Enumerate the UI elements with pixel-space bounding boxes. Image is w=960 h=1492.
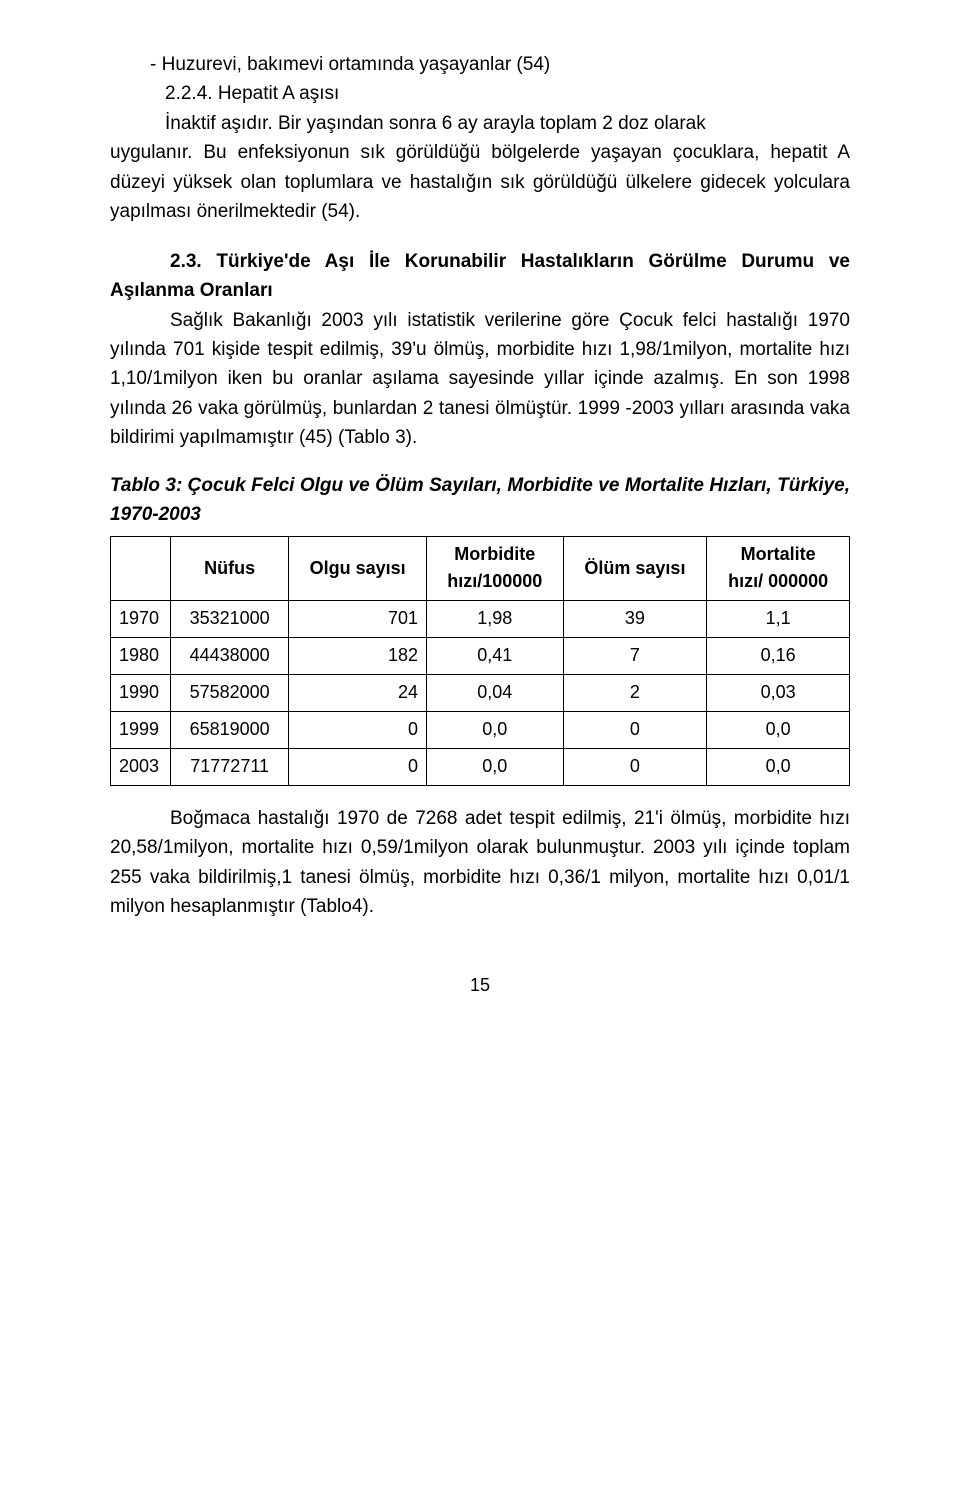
section-number: 2.3. <box>170 251 216 272</box>
cell-morb: 0,04 <box>427 675 564 712</box>
list-line-heading: 2.2.4. Hepatit A aşısı <box>165 79 850 108</box>
cell-cases: 701 <box>289 601 427 638</box>
paragraph-1: uygulanır. Bu enfeksiyonun sık görüldüğü… <box>110 138 850 226</box>
cell-deaths: 0 <box>563 748 707 785</box>
th-olgu: Olgu sayısı <box>289 536 427 601</box>
cell-year: 2003 <box>111 748 171 785</box>
list-line-1: - Huzurevi, bakımevi ortamında yaşayanla… <box>150 50 850 79</box>
cell-cases: 0 <box>289 748 427 785</box>
th-olum: Ölüm sayısı <box>563 536 707 601</box>
cell-mort: 0,0 <box>707 748 850 785</box>
table-row: 1970 35321000 701 1,98 39 1,1 <box>111 601 850 638</box>
table-header-row: Nüfus Olgu sayısı Morbidite hızı/100000 … <box>111 536 850 601</box>
cell-morb: 0,41 <box>427 638 564 675</box>
cell-deaths: 0 <box>563 712 707 749</box>
cell-morb: 1,98 <box>427 601 564 638</box>
cell-year: 1990 <box>111 675 171 712</box>
cell-year: 1970 <box>111 601 171 638</box>
cell-morb: 0,0 <box>427 748 564 785</box>
th-empty <box>111 536 171 601</box>
section-title: Türkiye'de Aşı İle Korunabilir Hastalıkl… <box>110 251 850 301</box>
cell-pop: 35321000 <box>171 601 289 638</box>
section-2-3-heading: 2.3. Türkiye'de Aşı İle Korunabilir Hast… <box>110 247 850 306</box>
cell-pop: 44438000 <box>171 638 289 675</box>
th-mortalite: Mortalite hızı/ 000000 <box>707 536 850 601</box>
cell-deaths: 2 <box>563 675 707 712</box>
cell-cases: 0 <box>289 712 427 749</box>
table-row: 1999 65819000 0 0,0 0 0,0 <box>111 712 850 749</box>
table-row: 2003 71772711 0 0,0 0 0,0 <box>111 748 850 785</box>
th-mortalite-2: hızı/ 000000 <box>728 571 828 591</box>
th-nufus: Nüfus <box>171 536 289 601</box>
cell-mort: 1,1 <box>707 601 850 638</box>
cell-deaths: 7 <box>563 638 707 675</box>
th-morbidite: Morbidite hızı/100000 <box>427 536 564 601</box>
list-line-3: İnaktif aşıdır. Bir yaşından sonra 6 ay … <box>165 109 850 138</box>
table-row: 1980 44438000 182 0,41 7 0,16 <box>111 638 850 675</box>
cell-pop: 71772711 <box>171 748 289 785</box>
cell-year: 1999 <box>111 712 171 749</box>
cell-mort: 0,03 <box>707 675 850 712</box>
th-mortalite-1: Mortalite <box>741 544 816 564</box>
table-3-caption: Tablo 3: Çocuk Felci Olgu ve Ölüm Sayıla… <box>110 471 850 530</box>
cell-morb: 0,0 <box>427 712 564 749</box>
cell-pop: 65819000 <box>171 712 289 749</box>
cell-deaths: 39 <box>563 601 707 638</box>
cell-cases: 182 <box>289 638 427 675</box>
table-3: Nüfus Olgu sayısı Morbidite hızı/100000 … <box>110 536 850 786</box>
table-row: 1990 57582000 24 0,04 2 0,03 <box>111 675 850 712</box>
cell-mort: 0,0 <box>707 712 850 749</box>
cell-mort: 0,16 <box>707 638 850 675</box>
cell-cases: 24 <box>289 675 427 712</box>
th-morbidite-1: Morbidite <box>454 544 535 564</box>
cell-year: 1980 <box>111 638 171 675</box>
paragraph-3: Boğmaca hastalığı 1970 de 7268 adet tesp… <box>110 804 850 922</box>
paragraph-2: Sağlık Bakanlığı 2003 yılı istatistik ve… <box>110 306 850 453</box>
cell-pop: 57582000 <box>171 675 289 712</box>
page-number: 15 <box>110 972 850 1000</box>
th-morbidite-2: hızı/100000 <box>447 571 542 591</box>
